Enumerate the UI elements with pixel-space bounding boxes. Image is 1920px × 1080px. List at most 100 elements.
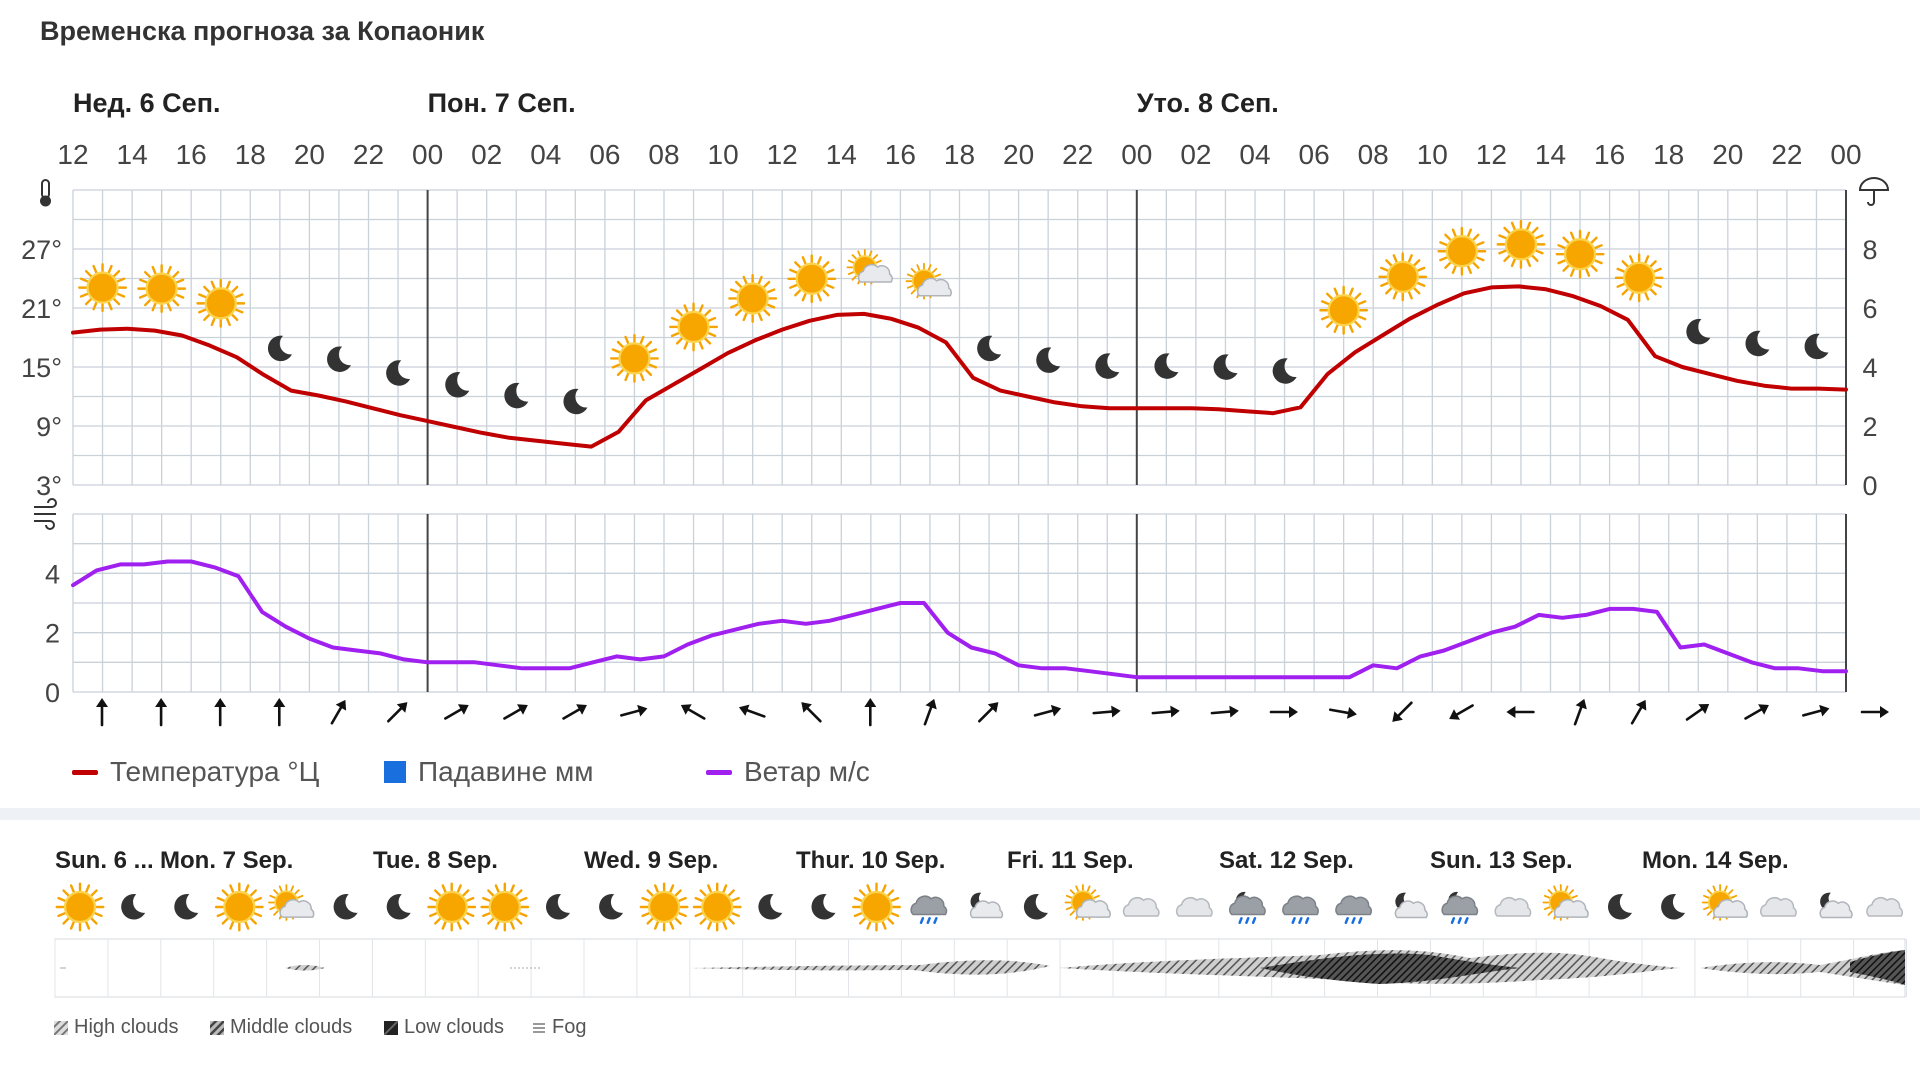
wind-tick-label: 4 — [45, 559, 60, 589]
moon-icon — [1745, 330, 1770, 357]
moon-icon — [445, 372, 470, 398]
hour-tick-label: 18 — [1653, 139, 1684, 170]
precipitation-tick-label: 6 — [1862, 294, 1877, 324]
wind-arrow-icon — [273, 698, 286, 727]
hour-tick-label: 16 — [1594, 139, 1625, 170]
fog-swatch-icon — [533, 1022, 545, 1033]
wind-arrow-icon — [96, 698, 108, 727]
sun-icon — [610, 333, 659, 383]
wind-arrow-icon — [1630, 699, 1647, 725]
sun-icon — [787, 254, 837, 304]
temperature-tick-label: 3° — [36, 471, 62, 501]
moon-icon — [1095, 353, 1120, 379]
week-day-label[interactable]: Mon. 14 Sep. — [1642, 847, 1789, 874]
hour-tick-label: 18 — [235, 139, 266, 170]
week-day-label[interactable]: Sat. 12 Sep. — [1219, 847, 1354, 874]
sun-icon — [1496, 219, 1546, 269]
week-day-label[interactable]: Sun. 13 Sep. — [1430, 847, 1573, 874]
hour-tick-label: 12 — [57, 139, 88, 170]
thermometer-icon — [40, 179, 51, 207]
weather-icons-row — [78, 219, 1829, 415]
legend-temperature[interactable]: Температура °Ц — [72, 756, 319, 788]
hour-tick-label: 16 — [885, 139, 916, 170]
legend-wind-label: Ветар м/с — [744, 756, 870, 787]
moon-icon — [1154, 353, 1179, 379]
legend-wind[interactable]: Ветар м/с — [706, 756, 870, 788]
umbrella-icon — [1858, 177, 1890, 206]
week-day-label[interactable]: Tue. 8 Sep. — [373, 847, 498, 874]
week-day-label[interactable]: Thur. 10 Sep. — [796, 847, 946, 874]
moon-icon — [327, 346, 352, 372]
sun-icon — [728, 274, 778, 323]
sun-icon — [1555, 229, 1605, 279]
wind-arrow-icon — [1151, 705, 1180, 718]
forecast-chart: Нед. 6 Сеп. Пон. 7 Сеп. Уто. 8 Сеп. 12 14 16 1… — [21, 88, 1890, 727]
wind-arrow-icon — [444, 704, 469, 720]
moon-icon — [977, 335, 1002, 362]
legend-fog: Fog — [532, 1016, 586, 1039]
wind-arrow-icon — [1573, 698, 1587, 726]
moon-icon — [1686, 318, 1711, 345]
hour-tick-label: 20 — [294, 139, 325, 170]
sun-icon — [1437, 226, 1487, 276]
sun-icon — [1378, 252, 1428, 302]
legend-fog-label: Fog — [552, 1016, 587, 1038]
wind-arrow-icon — [801, 702, 822, 723]
moon-icon — [563, 388, 588, 415]
legend-precipitation[interactable]: Падавине мм — [384, 756, 593, 788]
wind-arrow-icon — [155, 698, 168, 727]
hour-tick-label: 00 — [1121, 139, 1152, 170]
temperature-tick-label: 9° — [36, 412, 62, 442]
hour-tick-label: 00 — [412, 139, 443, 170]
temperature-line — [71, 284, 1848, 449]
wind-arrow-icon — [923, 698, 937, 726]
legend-middle-clouds-label: Middle clouds — [230, 1016, 353, 1038]
partly-cloudy-icon — [905, 262, 952, 300]
legend-temperature-label: Температура °Ц — [110, 756, 320, 787]
week-day-label[interactable]: Sun. 6 ... — [55, 847, 154, 874]
wind-arrow-icon — [503, 704, 528, 720]
wind-arrow-icon — [1802, 704, 1830, 717]
legend-temperature-swatch — [72, 769, 98, 775]
sun-icon — [196, 278, 246, 328]
wind-arrow-icon — [330, 699, 347, 725]
hour-tick-label: 04 — [530, 139, 561, 170]
wind-arrow-icon — [1685, 703, 1710, 721]
day-label: Уто. 8 Сеп. — [1137, 88, 1279, 118]
wind-arrow-icon — [1449, 704, 1474, 720]
legend-low-clouds: Low clouds — [384, 1016, 504, 1039]
wind-arrow-icon — [387, 702, 408, 723]
week-day-label[interactable]: Fri. 11 Sep. — [1007, 847, 1134, 874]
wind-arrow-icon — [680, 704, 706, 720]
hour-tick-label: 12 — [767, 139, 798, 170]
wind-arrow-icon — [1506, 705, 1535, 718]
wind-arrow-icon — [738, 704, 766, 718]
moon-icon — [1036, 347, 1061, 373]
precipitation-tick-label: 8 — [1862, 235, 1877, 265]
legend-high-clouds: High clouds — [54, 1016, 179, 1039]
wind-arrow-icon — [1860, 706, 1889, 718]
hour-tick-label: 22 — [1771, 139, 1802, 170]
precipitation-tick-label: 2 — [1862, 412, 1877, 442]
wind-arrow-icon — [1092, 705, 1121, 718]
hour-tick-label: 10 — [1417, 139, 1448, 170]
sun-icon — [1319, 285, 1369, 335]
temperature-tick-label: 27° — [21, 235, 62, 265]
high-clouds-swatch-icon — [54, 1020, 68, 1035]
wind-arrow-icon — [214, 698, 227, 727]
hour-tick-label: 02 — [1180, 139, 1211, 170]
hour-tick-label: 12 — [1476, 139, 1507, 170]
wind-arrow-icon — [978, 702, 999, 723]
wind-arrow-icon — [1328, 706, 1357, 719]
week-day-label[interactable]: Wed. 9 Sep. — [584, 847, 719, 874]
hour-tick-label: 06 — [589, 139, 620, 170]
hour-tick-label: 02 — [471, 139, 502, 170]
hour-tick-label: 10 — [708, 139, 739, 170]
moon-icon — [1804, 333, 1829, 360]
hour-tick-label: 08 — [1358, 139, 1389, 170]
forecast-panel: Временска прогноза за Копаоник Нед. 6 Се… — [21, 16, 1890, 788]
wind-arrow-icon — [864, 698, 877, 727]
week-day-label[interactable]: Mon. 7 Sep. — [160, 847, 294, 874]
hour-tick-label: 00 — [1830, 139, 1861, 170]
wind-tick-label: 0 — [45, 678, 60, 708]
